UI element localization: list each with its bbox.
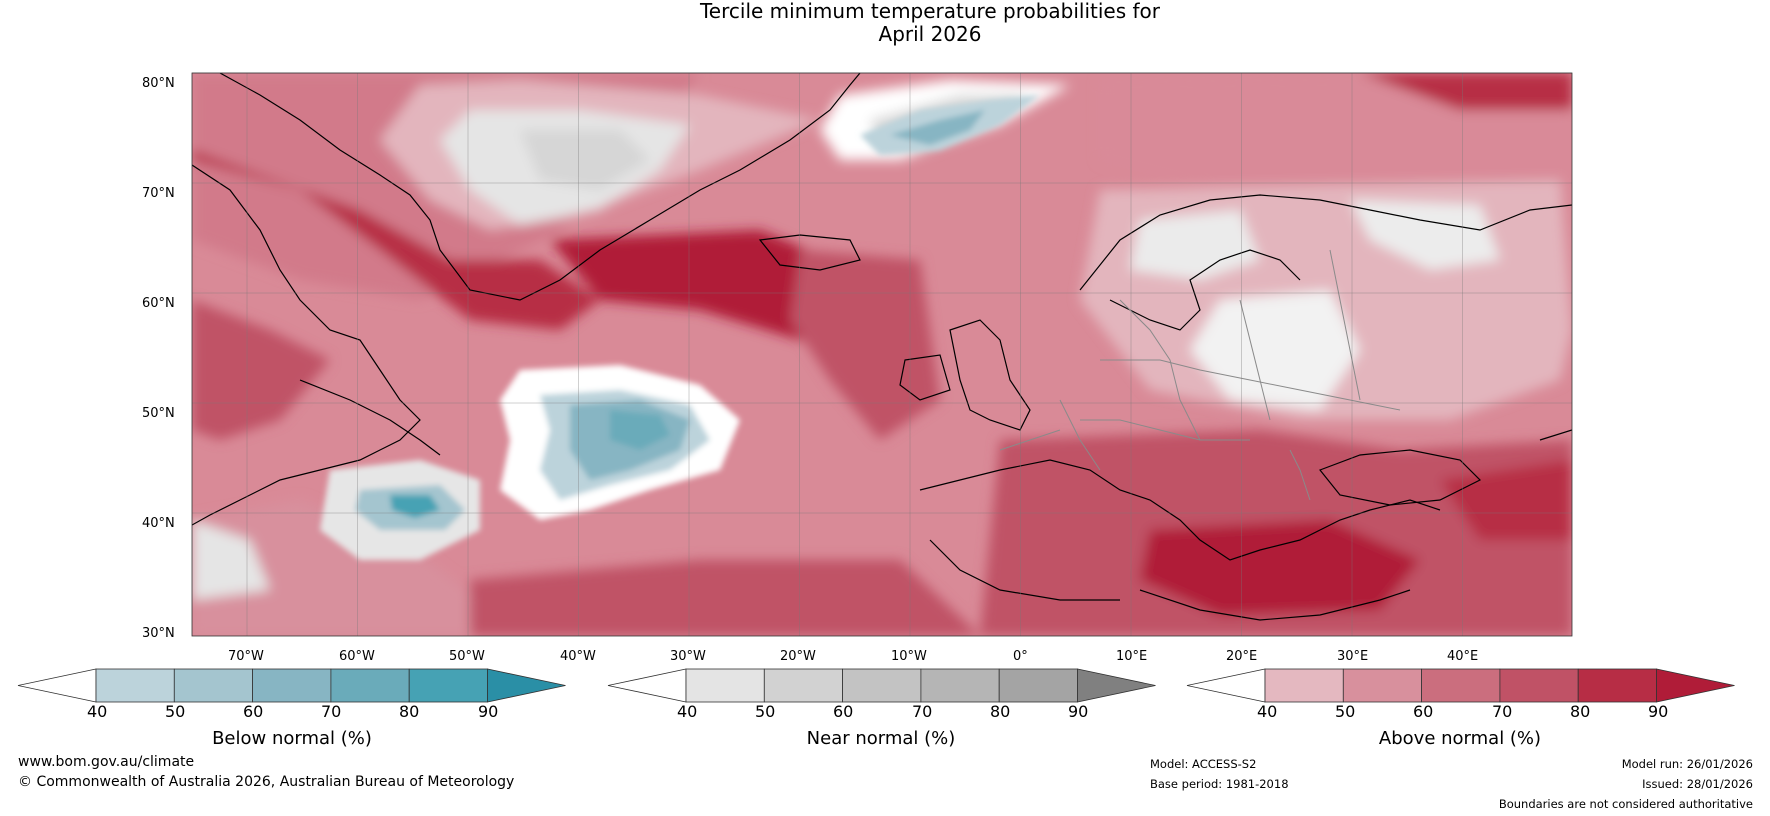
above-tick-50: 50 (1335, 702, 1356, 721)
above-tick-80: 80 (1570, 702, 1591, 721)
colorbar-segment (1421, 668, 1501, 703)
colorbar-extend-low (17, 668, 97, 703)
near-tick-90: 90 (1068, 702, 1089, 721)
map-frame (191, 72, 1573, 637)
footer-issued: Issued: 28/01/2026 (1642, 777, 1753, 791)
lon-label-30w: 30°W (670, 649, 706, 664)
below-normal-label: Below normal (%) (212, 728, 372, 749)
lat-label-70n: 70°N (142, 186, 175, 201)
lon-label-40e: 40°E (1447, 649, 1479, 664)
footer-model: Model: ACCESS-S2 (1150, 757, 1257, 771)
colorbar-segment (95, 668, 175, 703)
near-tick-70: 70 (912, 702, 933, 721)
below-tick-80: 80 (399, 702, 420, 721)
colorbar-segment (685, 668, 765, 703)
above-tick-60: 60 (1413, 702, 1434, 721)
chart-title: Tercile minimum temperature probabilitie… (0, 0, 1770, 46)
below-tick-70: 70 (321, 702, 342, 721)
lat-label-30n: 30°N (142, 626, 175, 641)
lat-label-40n: 40°N (142, 516, 175, 531)
colorbar-segment (408, 668, 488, 703)
lon-label-40w: 40°W (560, 649, 596, 664)
footer-copyright: © Commonwealth of Australia 2026, Austra… (18, 774, 515, 790)
colorbar-segment (1264, 668, 1344, 703)
lon-label-0: 0° (1013, 649, 1028, 664)
below-tick-40: 40 (87, 702, 108, 721)
below-tick-50: 50 (165, 702, 186, 721)
coastlines (192, 73, 1572, 621)
colorbars (17, 668, 1735, 703)
near-tick-50: 50 (755, 702, 776, 721)
title-line-2: April 2026 (878, 22, 982, 46)
colorbar-segment (252, 668, 332, 703)
lon-label-30e: 30°E (1337, 649, 1369, 664)
colorbar-segment (1499, 668, 1579, 703)
above-tick-40: 40 (1257, 702, 1278, 721)
footer-url: www.bom.gov.au/climate (18, 754, 195, 770)
colorbar-segment (763, 668, 843, 703)
footer-base-period: Base period: 1981-2018 (1150, 777, 1289, 791)
map-field (192, 73, 1572, 636)
lon-label-10e: 10°E (1116, 649, 1148, 664)
above-normal-label: Above normal (%) (1378, 728, 1542, 749)
near-tick-80: 80 (990, 702, 1011, 721)
above-tick-70: 70 (1492, 702, 1513, 721)
lon-label-50w: 50°W (449, 649, 485, 664)
footer-model-run: Model run: 26/01/2026 (1621, 757, 1753, 771)
lon-label-70w: 70°W (228, 649, 264, 664)
colorbar-segment (173, 668, 254, 703)
colorbar-extend-high (1656, 668, 1735, 703)
below-normal-pockets (320, 95, 1040, 560)
colorbar-segment (998, 668, 1078, 703)
near-tick-60: 60 (833, 702, 854, 721)
lon-label-20w: 20°W (780, 649, 816, 664)
lon-label-20e: 20°E (1226, 649, 1258, 664)
above-tick-90: 90 (1648, 702, 1669, 721)
lat-label-80n: 80°N (142, 76, 175, 91)
lon-label-10w: 10°W (891, 649, 927, 664)
lat-label-60n: 60°N (142, 296, 175, 311)
footer-disclaimer: Boundaries are not considered authoritat… (1498, 797, 1753, 811)
colorbar-segment (330, 668, 410, 703)
below-tick-90: 90 (478, 702, 499, 721)
title-line-1: Tercile minimum temperature probabilitie… (699, 0, 1161, 23)
below-tick-60: 60 (243, 702, 264, 721)
colorbar-extend-low (607, 668, 687, 703)
colorbar-segment (1577, 668, 1657, 703)
lat-label-50n: 50°N (142, 406, 175, 421)
near-tick-40: 40 (677, 702, 698, 721)
near-normal-label: Near normal (%) (806, 728, 956, 749)
lon-label-60w: 60°W (339, 649, 375, 664)
colorbar-extend-high (487, 668, 566, 703)
colorbar-segment (1342, 668, 1423, 703)
colorbar-extend-low (1186, 668, 1266, 703)
country-borders (999, 249, 1401, 501)
colorbar-segment (920, 668, 1000, 703)
colorbar-extend-high (1077, 668, 1156, 703)
probability-zones (192, 73, 1572, 636)
colorbar-segment (842, 668, 922, 703)
